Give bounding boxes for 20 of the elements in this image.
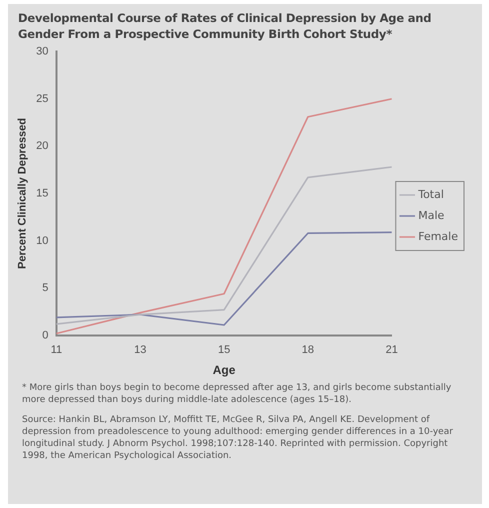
x-tick-label: 11 [50, 344, 62, 356]
y-tick-label: 30 [36, 46, 48, 58]
y-tick-label: 15 [36, 188, 48, 200]
x-tick-label: 15 [218, 344, 230, 356]
y-axis-title: Percent Clinically Depressed [16, 118, 29, 270]
source-note: Source: Hankin BL, Abramson LY, Moffitt TE, McGee R, Silva PA, Angell KE. Development of depression from preadolescence to young adulthood: emerging gender differences in a 10-year longitudinal study. J Abnorm Psychol. 1998;107:128-140. Reprinted with permission. Copyright 1998, the American Psychological Association. [22, 414, 454, 462]
y-tick-label: 0 [42, 329, 48, 342]
y-tick-label: 10 [36, 234, 48, 247]
text: * More girls than boys begin to become depressed after age 13, and girls become substantially more depressed than boys during middle-late adolescence (ages 15–18). [22, 382, 452, 406]
legend-label: Total [417, 188, 444, 201]
x-tick-label: 13 [134, 344, 146, 356]
x-tick-label: 21 [386, 344, 398, 356]
y-tick-label: 20 [36, 140, 48, 152]
legend-label: Female [418, 230, 458, 243]
x-axis-title: Age [212, 363, 236, 378]
y-tick-label: 25 [36, 92, 48, 105]
y-tick-label: 5 [42, 282, 48, 294]
chart-title: Developmental Course of Rates of Clinical Depression by Age and Gender From a Prospective Community Birth Cohort Study* [18, 10, 432, 42]
legend-label: Male [418, 208, 445, 222]
x-tick-label: 18 [302, 344, 314, 356]
